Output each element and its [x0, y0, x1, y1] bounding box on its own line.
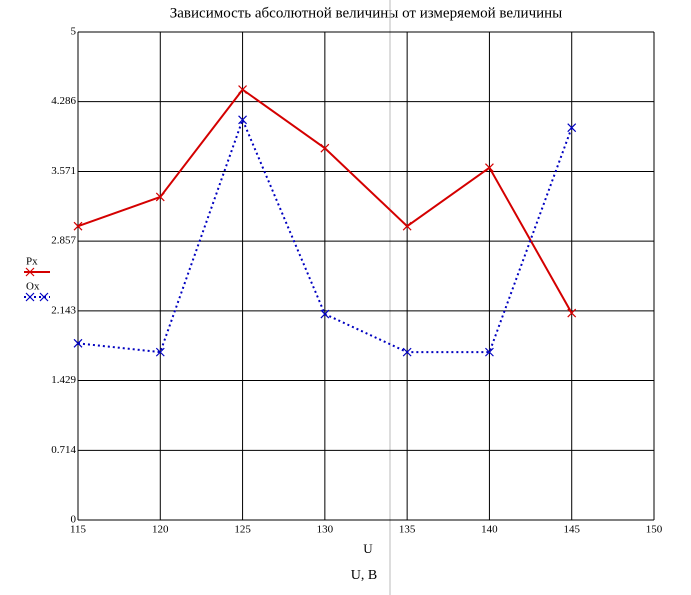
data-point — [567, 123, 577, 133]
y-tick-label: 1.429 — [51, 374, 76, 386]
x-axis-caption: U, B — [351, 568, 377, 583]
chart-title: Зависимость абсолютной величины от измер… — [170, 5, 563, 21]
y-tick-label: 0 — [71, 514, 77, 526]
x-tick-label: 150 — [646, 524, 663, 536]
x-tick-label: 135 — [399, 524, 416, 536]
data-point — [155, 192, 165, 202]
data-point — [155, 347, 165, 357]
legend-marker — [39, 292, 49, 302]
data-point — [402, 347, 412, 357]
data-point — [320, 143, 330, 153]
data-point — [567, 308, 577, 318]
y-tick-label: 4.286 — [51, 95, 76, 107]
x-tick-label: 130 — [317, 524, 334, 536]
x-axis-label: U — [363, 541, 373, 556]
data-point — [238, 115, 247, 125]
data-point — [73, 221, 83, 231]
x-tick-label: 115 — [70, 524, 87, 536]
data-point — [238, 85, 247, 95]
x-tick-label: 120 — [152, 524, 169, 536]
y-tick-label: 0.714 — [51, 444, 76, 456]
y-tick-label: 2.143 — [51, 304, 76, 316]
y-tick-label: 5 — [71, 26, 77, 38]
legend-label: Ox — [26, 281, 40, 293]
y-tick-label: 2.857 — [51, 235, 76, 247]
y-tick-label: 3.571 — [51, 165, 76, 177]
x-tick-label: 140 — [481, 524, 498, 536]
data-point — [485, 163, 494, 173]
data-point — [73, 338, 83, 348]
data-point — [402, 221, 412, 231]
legend-label: Px — [26, 256, 38, 268]
legend-marker — [25, 267, 35, 277]
legend-marker — [25, 292, 35, 302]
data-point — [485, 347, 494, 357]
x-tick-label: 125 — [234, 524, 251, 536]
x-tick-label: 145 — [563, 524, 580, 536]
data-point — [320, 309, 330, 319]
